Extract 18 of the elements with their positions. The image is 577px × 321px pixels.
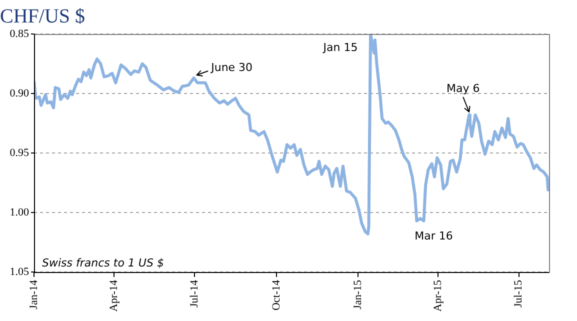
y-tick-label: 1.05 — [10, 266, 30, 278]
x-tick-label: Jan-14 — [28, 280, 40, 310]
x-tick-label: Apr-14 — [108, 280, 120, 312]
annotation: Mar 16 — [414, 230, 453, 243]
y-tick-label: 0.95 — [10, 146, 30, 159]
y-tick-label: 0.85 — [10, 28, 30, 40]
y-tick-label: 1.00 — [10, 206, 30, 218]
x-tick-label: Jul-14 — [188, 280, 201, 308]
x-tick-label: Oct-14 — [270, 280, 282, 311]
annotation: Jan 15 — [322, 40, 358, 54]
x-tick-label: Jan-15 — [352, 280, 364, 310]
y-tick-label: 0.90 — [10, 87, 30, 100]
x-tick-label: Apr-15 — [432, 280, 444, 312]
annotation: June 30 — [210, 60, 253, 74]
x-tick-label: Jul-15 — [512, 280, 525, 308]
chart-title: CHF/US $ — [0, 5, 86, 28]
annotation: Swiss francs to 1 US $ — [42, 256, 164, 270]
annotation: May 6 — [446, 82, 480, 95]
